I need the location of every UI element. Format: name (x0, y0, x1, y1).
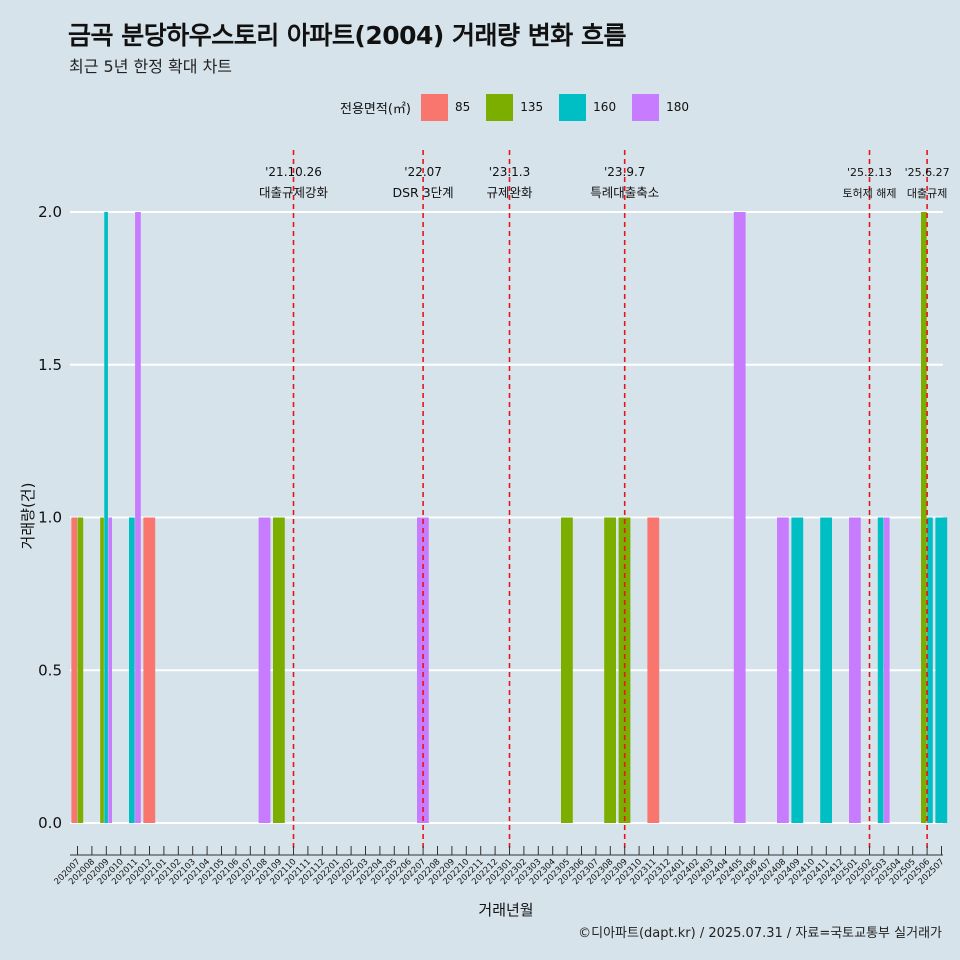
bar-85-202007 (71, 517, 78, 823)
bar-160-202011 (129, 517, 135, 823)
event-date-label: '21.10.26 (265, 165, 322, 179)
event-name-label: 특례대출축소 (590, 185, 659, 200)
legend: 전용면적(㎡) 85 135 160 180 (340, 92, 705, 122)
bar-135-202009 (100, 517, 104, 823)
bar-180-202405 (733, 212, 746, 823)
legend-key-135 (486, 93, 514, 121)
bar-160-202507 (935, 517, 948, 823)
bar-160-202409 (791, 517, 804, 823)
legend-label-180: 180 (666, 100, 689, 114)
bar-160-202503 (877, 517, 884, 823)
bar-180-202503 (883, 517, 890, 823)
bar-135-202109 (273, 517, 285, 823)
event-date-label: '25.6.27 (905, 166, 950, 179)
bar-160-202009 (104, 212, 108, 823)
bar-85-202311 (647, 517, 660, 823)
bar-180-202108 (258, 517, 271, 823)
bar-180-202207 (417, 517, 429, 823)
event-date-label: '23.1.3 (489, 165, 530, 179)
event-name-label: 규제완화 (486, 185, 533, 200)
bar-85-202012 (143, 517, 156, 823)
x-axis-title: 거래년월 (478, 901, 533, 919)
y-axis-title: 거래량(건) (19, 483, 37, 550)
legend-key-180 (632, 93, 660, 121)
bar-135-202309 (618, 517, 631, 823)
y-tick-label: 1.0 (38, 509, 62, 527)
bar-180-202501 (849, 517, 861, 823)
event-name-label: 토허제 해제 (842, 186, 896, 200)
legend-key-160 (559, 93, 587, 121)
bar-135-202308 (604, 517, 616, 823)
bar-135-202305 (561, 517, 573, 823)
y-tick-label: 1.5 (38, 356, 62, 374)
bar-180-202011 (135, 212, 141, 823)
legend-label-135: 135 (520, 100, 544, 114)
event-name-label: DSR 3단계 (393, 185, 454, 200)
legend-label-85: 85 (454, 100, 471, 114)
bar-160-202411 (820, 517, 832, 823)
event-name-label: 대출규제 (907, 187, 947, 200)
y-tick-label: 0.5 (38, 661, 62, 679)
event-date-label: '25.2.13 (847, 166, 892, 179)
event-date-label: '22.07 (404, 165, 442, 179)
bar-180-202009 (108, 517, 112, 823)
legend-label-160: 160 (593, 100, 617, 114)
event-date-label: '23.9.7 (604, 165, 645, 179)
legend-key-85 (420, 93, 448, 121)
legend-title: 전용면적(㎡) (340, 101, 411, 117)
bar-180-202408 (777, 517, 789, 823)
chart-title: 금곡 분당하우스토리 아파트(2004) 거래량 변화 흐름 (68, 21, 626, 50)
bar-135-202007 (77, 517, 84, 823)
bar-160-202506 (927, 517, 933, 823)
y-tick-label: 0.0 (38, 814, 62, 832)
chart-subtitle: 최근 5년 한정 확대 차트 (69, 57, 233, 76)
source-caption: ©디아파트(dapt.kr) / 2025.07.31 / 자료=국토교통부 실… (578, 926, 942, 941)
event-name-label: 대출규제강화 (259, 185, 329, 200)
bar-135-202506 (921, 212, 927, 823)
y-tick-label: 2.0 (38, 203, 62, 221)
